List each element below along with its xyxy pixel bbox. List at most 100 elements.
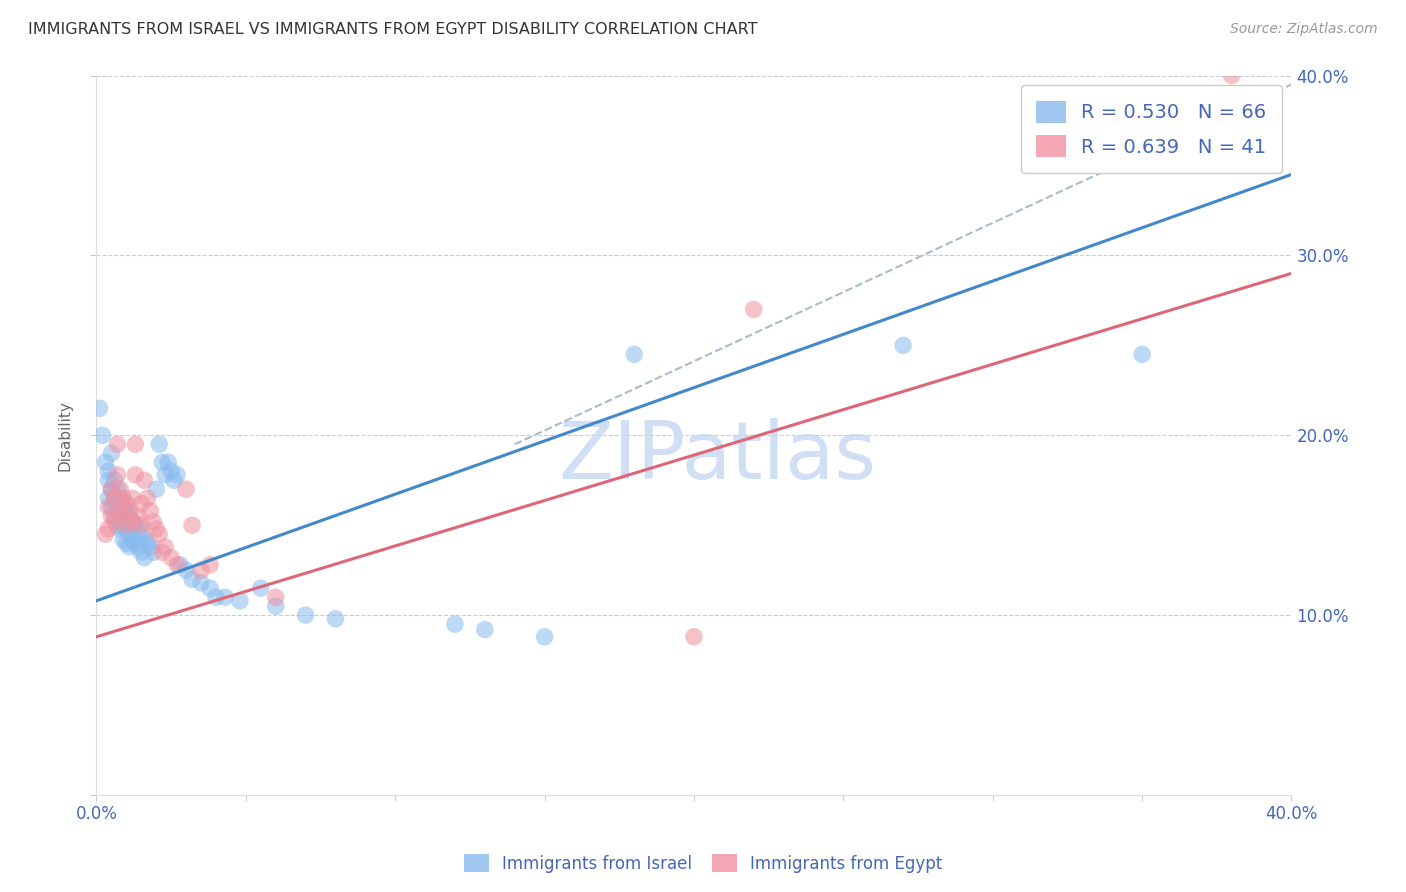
- Point: [214, 590, 236, 604]
- Point: [474, 623, 496, 637]
- Point: [115, 536, 138, 550]
- Point: [1220, 69, 1243, 83]
- Point: [166, 467, 188, 482]
- Point: [105, 518, 128, 533]
- Point: [121, 491, 143, 506]
- Point: [112, 491, 135, 506]
- Text: ZIPatlas: ZIPatlas: [558, 417, 877, 496]
- Point: [105, 482, 128, 496]
- Point: [129, 497, 152, 511]
- Point: [97, 491, 120, 506]
- Point: [105, 467, 128, 482]
- Point: [103, 491, 125, 506]
- Point: [181, 572, 204, 586]
- Point: [134, 473, 156, 487]
- Point: [110, 522, 132, 536]
- Point: [325, 612, 347, 626]
- Point: [110, 504, 132, 518]
- Point: [94, 527, 117, 541]
- Point: [115, 518, 138, 533]
- Point: [100, 482, 122, 496]
- Point: [157, 455, 180, 469]
- Y-axis label: Disability: Disability: [58, 400, 72, 471]
- Point: [110, 482, 132, 496]
- Point: [103, 509, 125, 524]
- Point: [163, 473, 186, 487]
- Text: IMMIGRANTS FROM ISRAEL VS IMMIGRANTS FROM EGYPT DISABILITY CORRELATION CHART: IMMIGRANTS FROM ISRAEL VS IMMIGRANTS FRO…: [28, 22, 758, 37]
- Point: [139, 504, 162, 518]
- Point: [198, 581, 221, 595]
- Point: [181, 518, 204, 533]
- Point: [136, 491, 159, 506]
- Point: [127, 540, 149, 554]
- Point: [134, 550, 156, 565]
- Point: [118, 509, 141, 524]
- Point: [160, 464, 183, 478]
- Point: [110, 509, 132, 524]
- Point: [124, 536, 146, 550]
- Point: [100, 482, 122, 496]
- Point: [142, 515, 165, 529]
- Point: [229, 594, 252, 608]
- Point: [174, 563, 197, 577]
- Point: [124, 437, 146, 451]
- Point: [97, 522, 120, 536]
- Text: Source: ZipAtlas.com: Source: ZipAtlas.com: [1230, 22, 1378, 37]
- Point: [112, 509, 135, 524]
- Point: [190, 563, 212, 577]
- Point: [136, 536, 159, 550]
- Point: [148, 527, 170, 541]
- Point: [198, 558, 221, 572]
- Point: [533, 630, 555, 644]
- Point: [153, 467, 176, 482]
- Point: [100, 509, 122, 524]
- Point: [142, 545, 165, 559]
- Point: [121, 515, 143, 529]
- Point: [249, 581, 271, 595]
- Point: [94, 455, 117, 469]
- Point: [124, 467, 146, 482]
- Point: [97, 464, 120, 478]
- Point: [112, 518, 135, 533]
- Point: [121, 533, 143, 547]
- Point: [145, 482, 167, 496]
- Point: [891, 338, 914, 352]
- Point: [129, 527, 152, 541]
- Point: [100, 446, 122, 460]
- Point: [115, 504, 138, 518]
- Point: [105, 500, 128, 515]
- Point: [100, 500, 122, 515]
- Point: [683, 630, 706, 644]
- Point: [97, 473, 120, 487]
- Point: [444, 617, 467, 632]
- Point: [112, 533, 135, 547]
- Point: [166, 558, 188, 572]
- Point: [129, 518, 152, 533]
- Point: [1130, 347, 1153, 361]
- Point: [160, 550, 183, 565]
- Point: [150, 455, 173, 469]
- Point: [169, 558, 191, 572]
- Point: [89, 401, 111, 416]
- Point: [118, 504, 141, 518]
- Point: [134, 533, 156, 547]
- Point: [174, 482, 197, 496]
- Legend: R = 0.530   N = 66, R = 0.639   N = 41: R = 0.530 N = 66, R = 0.639 N = 41: [1021, 86, 1282, 173]
- Point: [118, 527, 141, 541]
- Point: [91, 428, 114, 442]
- Point: [112, 500, 135, 515]
- Point: [124, 518, 146, 533]
- Point: [103, 515, 125, 529]
- Point: [264, 599, 287, 614]
- Point: [205, 590, 228, 604]
- Point: [127, 522, 149, 536]
- Point: [294, 608, 316, 623]
- Point: [121, 515, 143, 529]
- Point: [148, 437, 170, 451]
- Point: [105, 437, 128, 451]
- Point: [97, 500, 120, 515]
- Point: [623, 347, 645, 361]
- Point: [127, 509, 149, 524]
- Point: [145, 522, 167, 536]
- Point: [103, 473, 125, 487]
